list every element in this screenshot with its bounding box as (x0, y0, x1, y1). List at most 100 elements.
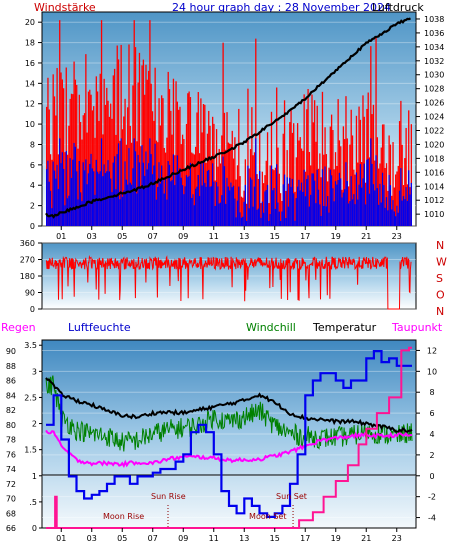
hour-label: 01 (56, 232, 66, 241)
rain-tick-label: 2 (32, 420, 37, 429)
avg-wind-bar (138, 162, 141, 226)
gust-bar (56, 67, 58, 227)
gust-bar (345, 96, 347, 226)
avg-wind-bar (320, 215, 322, 226)
avg-wind-bar (368, 193, 371, 226)
avg-wind-bar (123, 190, 125, 226)
hour-label: 19 (331, 232, 341, 241)
pressure-tick-label: 1038 (424, 15, 444, 24)
gust-bar (219, 163, 222, 226)
temperature-tick-label: 8 (429, 388, 434, 397)
avg-wind-bar (323, 205, 325, 226)
avg-wind-bar (376, 188, 379, 226)
pressure-tick-label: 1010 (424, 210, 444, 219)
gust-bar (209, 125, 211, 226)
avg-wind-bar (359, 164, 362, 226)
gust-bar (238, 108, 240, 226)
pressure-label: Luftdruck (372, 1, 424, 14)
avg-wind-bar (172, 154, 175, 226)
gust-bar (306, 109, 308, 226)
avg-wind-bar (179, 168, 181, 226)
avg-wind-bar (73, 142, 75, 226)
chart-title: 24 hour graph day : 28 November 2024 (172, 1, 391, 14)
gust-bar (299, 137, 301, 226)
avg-wind-bar (347, 203, 350, 226)
temperature-line (45, 377, 413, 433)
avg-wind-bar (269, 214, 271, 226)
avg-wind-bar (402, 196, 405, 226)
avg-wind-bar (281, 211, 283, 226)
compass-label: O (436, 289, 445, 302)
humidity-tick-label: 74 (6, 465, 16, 474)
avg-wind-bar (215, 182, 218, 226)
gust-bar (218, 148, 220, 226)
avg-wind-bar (166, 199, 168, 226)
gust-bar (166, 137, 168, 226)
avg-wind-bar (60, 163, 62, 226)
gust-bar (111, 118, 113, 226)
avg-wind-bar (188, 175, 190, 226)
avg-wind-bar (163, 193, 165, 226)
avg-wind-bar (132, 168, 134, 226)
wind-tick-label: 6 (30, 161, 35, 170)
avg-wind-bar (193, 205, 196, 226)
gust-bar (197, 92, 199, 226)
hour-label: 03 (87, 534, 97, 543)
wind-bars (46, 20, 412, 227)
gust-bar (133, 20, 135, 227)
gust-bar (128, 44, 130, 227)
avg-wind-bar (202, 162, 205, 226)
avg-wind-bar (379, 183, 381, 226)
avg-wind-bar (195, 188, 197, 226)
avg-wind-bar (128, 148, 130, 226)
avg-wind-bar (353, 194, 355, 226)
humidity-tick-label: 84 (6, 391, 16, 400)
avg-wind-bar (208, 169, 210, 226)
avg-wind-bar (274, 208, 277, 226)
avg-wind-bar (162, 179, 164, 226)
avg-wind-bar (293, 193, 295, 226)
avg-wind-bar (174, 185, 176, 226)
avg-wind-bar (65, 151, 67, 226)
avg-wind-bar (204, 182, 206, 226)
avg-wind-bar (298, 179, 300, 226)
avg-wind-bar (205, 186, 207, 226)
pressure-tick-label: 1020 (424, 140, 444, 149)
avg-wind-bar (185, 175, 188, 226)
gust-bar (51, 159, 53, 226)
avg-wind-bar (46, 169, 48, 226)
hour-label: 17 (300, 534, 310, 543)
avg-wind-bar (302, 191, 304, 226)
gust-bar (368, 157, 371, 226)
gust-bar (179, 106, 181, 226)
gust-bar (138, 52, 141, 226)
avg-wind-bar (222, 156, 224, 226)
avg-wind-bar (223, 166, 226, 226)
gust-bar (383, 124, 385, 226)
avg-wind-bar (338, 172, 341, 226)
avg-wind-bar (62, 168, 65, 226)
avg-wind-bar (212, 163, 214, 226)
gust-bar (384, 167, 386, 226)
gust-bar (350, 109, 352, 226)
gust-bar (137, 82, 139, 226)
avg-wind-bar (268, 220, 270, 226)
gust-bar (287, 183, 290, 226)
gust-bar (285, 190, 287, 226)
avg-wind-bar (397, 212, 399, 226)
humidity-tick-label: 68 (6, 509, 16, 518)
gust-bar (282, 133, 284, 226)
pressure-tick-label: 1032 (424, 57, 444, 66)
pressure-tick-label: 1026 (424, 99, 444, 108)
rain-tick-label: .5 (29, 498, 37, 507)
avg-wind-bar (168, 164, 171, 226)
avg-wind-bar (363, 163, 365, 226)
pressure-tick-label: 1034 (424, 43, 444, 52)
event-label: Sun Set (276, 492, 307, 501)
avg-wind-bar (272, 190, 274, 226)
avg-wind-bar (175, 173, 177, 226)
avg-wind-bar (304, 196, 307, 226)
avg-wind-bar (366, 159, 368, 226)
avg-wind-bar (259, 170, 261, 226)
gust-bar (162, 98, 164, 226)
